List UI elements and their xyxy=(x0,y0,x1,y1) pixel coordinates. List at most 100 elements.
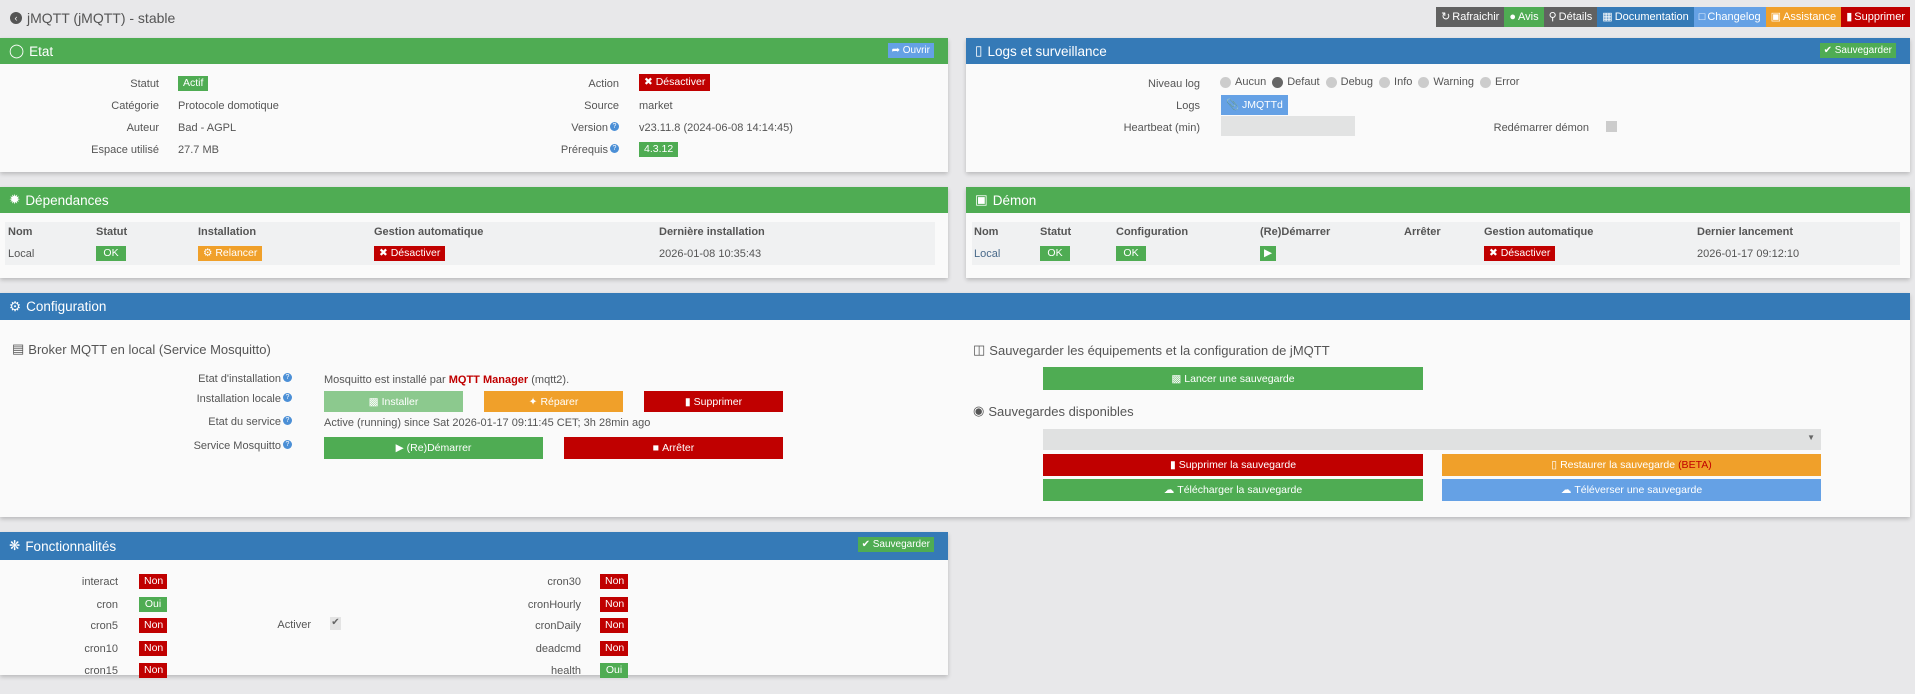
supprimer-button[interactable]: ▮ Supprimer xyxy=(644,391,783,412)
demon-header: ▣ Démon xyxy=(966,187,1910,213)
logs-header: ▯ Logs et surveillance ✔ Sauvegarder xyxy=(966,38,1910,64)
bank-icon: ▣ xyxy=(975,192,988,207)
espace-value: 27.7 MB xyxy=(178,144,219,156)
feature-status-badge: Non xyxy=(600,574,628,589)
help-icon[interactable]: ? xyxy=(283,393,292,402)
configuration-panel: ⚙ Configuration ▤ Broker MQTT en local (Se… xyxy=(0,293,1910,517)
open-button[interactable]: ➦ Ouvrir xyxy=(887,43,934,58)
etat-install-label: Etat d'installation? xyxy=(198,373,292,385)
feature-status-badge: Oui xyxy=(600,663,628,678)
radio-debug[interactable]: Debug xyxy=(1325,76,1373,88)
assistance-button[interactable]: ▣ Assistance xyxy=(1765,7,1842,27)
help-icon[interactable]: ? xyxy=(610,144,619,153)
feature-status-badge: Non xyxy=(600,597,628,612)
etat-service-value: Active (running) since Sat 2026-01-17 09… xyxy=(324,417,651,429)
gear-icon: ✹ xyxy=(9,192,21,207)
etat-install-value: Mosquitto est installé par MQTT Manager … xyxy=(324,374,570,386)
redemarrer-button[interactable]: ▶ (Re)Démarrer xyxy=(324,437,543,459)
backup-heading: ◫ Sauvegarder les équipements et la confi… xyxy=(973,342,1330,358)
source-value: market xyxy=(639,100,673,112)
auteur-label: Auteur xyxy=(126,122,159,134)
configuration-header: ⚙ Configuration xyxy=(0,293,1910,320)
heartbeat-label: Heartbeat (min) xyxy=(1123,122,1200,134)
redemarrer-demon-label: Redémarrer démon xyxy=(1493,122,1589,134)
help-icon[interactable]: ? xyxy=(283,373,292,382)
relancer-button[interactable]: ⚙ Relancer xyxy=(198,246,263,261)
help-icon[interactable]: ? xyxy=(283,416,292,425)
jmqttd-log-button[interactable]: 📎 JMQTTd xyxy=(1221,95,1288,115)
source-label: Source xyxy=(584,100,619,112)
restore-backup-button[interactable]: ▯ Restaurer la sauvegarde (BETA) xyxy=(1442,454,1821,476)
top-toolbar: ↻ Rafraichir ● Avis ⚲ Détails ▦ Document… xyxy=(1436,7,1910,27)
radio-info[interactable]: Info xyxy=(1379,76,1412,88)
desactiver-button[interactable]: ✖ Désactiver xyxy=(639,74,711,91)
dependances-table: Nom Statut Installation Gestion automatique… xyxy=(5,222,935,265)
back-arrow-icon[interactable]: ‹ xyxy=(10,12,22,24)
logs-panel: ▯ Logs et surveillance ✔ Sauvegarder Nive… xyxy=(966,38,1910,172)
etat-header: ◯ Etat ➦ Ouvrir xyxy=(0,38,948,64)
folder-open-icon: ◫ xyxy=(973,342,986,357)
feature-label: interact xyxy=(81,576,118,588)
version-value: v23.11.8 (2024-06-08 14:14:45) xyxy=(639,122,793,134)
delete-plugin-button[interactable]: ▮ Supprimer xyxy=(1841,7,1910,27)
feature-status-badge: Non xyxy=(139,618,167,633)
refresh-button[interactable]: ↻ Rafraichir xyxy=(1436,7,1505,27)
circle-icon: ◯ xyxy=(9,43,25,58)
backup-select[interactable]: ▼ xyxy=(1043,429,1821,450)
help-icon[interactable]: ? xyxy=(610,122,619,131)
table-row: Local OK ⚙ Relancer ✖ Désactiver 2026-01… xyxy=(8,246,762,261)
lancer-sauvegarde-button[interactable]: ▩ Lancer une sauvegarde xyxy=(1043,367,1423,390)
feature-label: cron10 xyxy=(84,643,118,655)
demon-table: Nom Statut Configuration (Re)Démarrer Arrête… xyxy=(972,222,1900,265)
logs-label: Logs xyxy=(1176,100,1200,112)
categorie-value: Protocole domotique xyxy=(178,100,279,112)
arreter-button[interactable]: ■ Arrêter xyxy=(564,437,783,459)
radio-defaut[interactable]: Defaut xyxy=(1272,76,1320,88)
broker-heading: ▤ Broker MQTT en local (Service Mosquitto… xyxy=(12,341,271,357)
dependances-panel: ✹ Dépendances Nom Statut Installation Gestio… xyxy=(0,187,948,278)
play-icon[interactable]: ▶ xyxy=(1260,246,1276,261)
dep-desactiver-button[interactable]: ✖ Désactiver xyxy=(374,246,446,261)
upload-backup-button[interactable]: ☁ Téléverser une sauvegarde xyxy=(1442,479,1821,501)
auteur-value: Bad - AGPL xyxy=(178,122,237,134)
table-header: Nom Statut Configuration (Re)Démarrer Arrête… xyxy=(974,226,1793,238)
feature-status-badge: Non xyxy=(139,663,167,678)
statut-label: Statut xyxy=(130,78,159,90)
prerequis-label: Prérequis? xyxy=(561,144,619,156)
redemarrer-demon-checkbox[interactable] xyxy=(1606,121,1617,132)
feature-label: cronDaily xyxy=(535,620,581,632)
heartbeat-input[interactable] xyxy=(1221,116,1355,136)
feature-label: health xyxy=(551,665,581,677)
activer-checkbox[interactable]: ✔ xyxy=(330,617,341,630)
documentation-button[interactable]: ▦ Documentation xyxy=(1597,7,1694,27)
categorie-label: Catégorie xyxy=(111,100,159,112)
feature-label: cron xyxy=(96,599,118,611)
delete-backup-button[interactable]: ▮ Supprimer la sauvegarde xyxy=(1043,454,1423,476)
installer-button[interactable]: ▩ Installer xyxy=(324,391,463,412)
help-icon[interactable]: ? xyxy=(283,440,292,449)
reparer-button[interactable]: ✦ Réparer xyxy=(484,391,623,412)
download-backup-button[interactable]: ☁ Télécharger la sauvegarde xyxy=(1043,479,1423,501)
feature-label: cron5 xyxy=(90,620,118,632)
activer-label: Activer xyxy=(277,619,311,631)
service-mosquitto-label: Service Mosquitto? xyxy=(194,440,292,452)
radio-aucun[interactable]: Aucun xyxy=(1220,76,1266,88)
version-label: Version? xyxy=(571,122,619,134)
mqtt-manager-link[interactable]: MQTT Manager xyxy=(448,374,529,386)
file-icon: ▯ xyxy=(975,43,983,58)
changelog-button[interactable]: □ Changelog xyxy=(1693,7,1766,27)
avis-button[interactable]: ● Avis xyxy=(1504,7,1544,27)
statut-badge: Actif xyxy=(178,76,209,91)
details-button[interactable]: ⚲ Détails xyxy=(1543,7,1598,27)
etat-service-label: Etat du service? xyxy=(208,416,292,428)
feature-status-badge: Non xyxy=(600,641,628,656)
niveau-log-label: Niveau log xyxy=(1148,78,1200,90)
radio-warning[interactable]: Warning xyxy=(1418,76,1474,88)
feature-status-badge: Non xyxy=(139,641,167,656)
logs-save-button[interactable]: ✔ Sauvegarder xyxy=(1819,43,1896,58)
fonctionnalites-save-button[interactable]: ✔ Sauvegarder xyxy=(857,537,934,552)
radio-error[interactable]: Error xyxy=(1479,76,1519,88)
log-level-radios: Aucun Defaut Debug Info Warning Error xyxy=(1220,76,1525,88)
feature-label: cronHourly xyxy=(527,599,581,611)
demon-desactiver-button[interactable]: ✖ Désactiver xyxy=(1484,246,1556,261)
